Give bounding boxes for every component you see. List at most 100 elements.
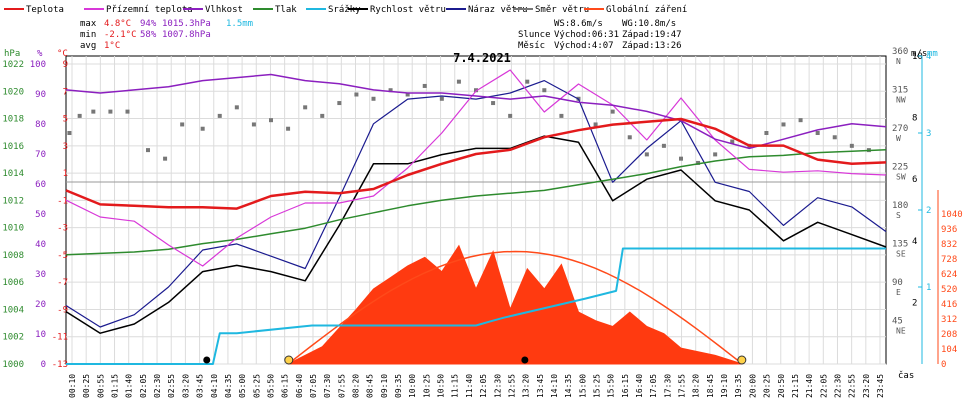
- legend-label: Směr větru: [535, 5, 589, 15]
- wind-direction-point: [146, 148, 150, 153]
- dir-label: SE: [896, 250, 906, 259]
- x-tick: 08:45: [366, 374, 375, 398]
- wm2-tick: 312: [941, 315, 957, 325]
- wind-direction-point: [77, 113, 82, 118]
- wm2-tick: 1040: [941, 210, 963, 220]
- series-temperature: [65, 117, 887, 210]
- series-humidity: [65, 73, 887, 150]
- series-rain: [66, 247, 886, 365]
- sun-marker: [284, 355, 294, 365]
- wind-direction-point: [439, 96, 444, 101]
- x-tick: 09:35: [394, 374, 403, 398]
- x-tick: 10:50: [437, 374, 446, 398]
- wind-direction-point: [696, 160, 701, 165]
- wm2-tick: 416: [941, 300, 957, 310]
- temp-tick: -9: [57, 305, 68, 315]
- dir-label: E: [896, 288, 901, 297]
- pct-tick: 80: [35, 120, 46, 130]
- x-tick: 07:05: [309, 374, 318, 398]
- dir-tick: 270: [892, 124, 908, 134]
- dir-tick: 225: [892, 163, 908, 173]
- dir-tick: 90: [892, 278, 903, 288]
- chart-title: 7.4.2021: [453, 51, 511, 65]
- series-global-radiation: [287, 244, 743, 365]
- dir-label: W: [896, 134, 901, 143]
- x-tick: 01:15: [111, 374, 120, 398]
- hpa-tick: 1002: [2, 333, 24, 343]
- x-tick: 05:00: [238, 374, 247, 398]
- wind-direction-point: [371, 96, 376, 101]
- x-tick: 05:25: [252, 374, 261, 398]
- sun-marker: [737, 355, 747, 365]
- pct-unit: %: [37, 49, 43, 59]
- dir-label: S: [896, 211, 901, 220]
- hpa-tick: 1004: [2, 305, 24, 315]
- x-tick: 15:00: [578, 374, 587, 398]
- wind-direction-point: [180, 122, 185, 127]
- dir-tick: 315: [892, 86, 908, 96]
- temp-tick: 9: [63, 60, 68, 70]
- x-tick: 03:45: [196, 374, 205, 398]
- x-tick: 00:25: [82, 374, 91, 398]
- stats-temp: -2.1°C: [104, 30, 137, 40]
- x-tick: 17:30: [663, 374, 672, 398]
- wind-direction-point: [251, 122, 256, 127]
- x-tick: 02:55: [167, 374, 176, 398]
- hpa-tick: 1018: [2, 115, 24, 125]
- pct-tick: 0: [41, 360, 46, 370]
- mm-tick: 3: [926, 129, 931, 139]
- wind-direction-point: [320, 113, 325, 118]
- mm-unit: mm: [927, 49, 938, 59]
- stats-wind-gust: WG:10.8m/s: [622, 19, 676, 29]
- wind-direction-point: [542, 88, 547, 93]
- wind-direction-point: [303, 105, 308, 110]
- x-tick: 12:05: [479, 374, 488, 398]
- x-tick: 07:30: [323, 374, 332, 398]
- dir-tick: 180: [892, 201, 908, 211]
- ms-unit: m/s: [911, 49, 927, 59]
- temp-tick: -11: [52, 333, 68, 343]
- wind-direction-point: [422, 83, 427, 88]
- wind-direction-point: [354, 92, 359, 97]
- legend-label: Tlak: [275, 5, 297, 15]
- stats-rain: 1.5mm: [226, 19, 253, 29]
- hpa-tick: 1020: [2, 87, 24, 97]
- x-tick: 16:15: [621, 374, 630, 398]
- mm-tick: 1: [926, 283, 931, 293]
- x-tick: 02:30: [153, 374, 162, 398]
- x-tick: 15:50: [607, 374, 616, 398]
- wind-direction-point: [525, 79, 530, 84]
- x-tick: 14:35: [564, 374, 573, 398]
- x-tick: 09:10: [380, 374, 389, 398]
- x-tick: 11:15: [451, 374, 460, 398]
- temp-tick: 3: [63, 142, 68, 152]
- legend-label: Srážky: [328, 5, 361, 15]
- stats-label: avg: [80, 41, 96, 51]
- wind-direction-point: [661, 143, 666, 148]
- x-tick: 04:35: [224, 374, 233, 398]
- x-tick: 06:40: [295, 374, 304, 398]
- wind-direction-point: [200, 126, 205, 131]
- wm2-tick: 832: [941, 240, 957, 250]
- x-tick: 23:45: [876, 374, 885, 398]
- legend-label: Náraz větru: [468, 5, 528, 15]
- legend-label: Přízemní teplota: [106, 5, 193, 15]
- dir-label: N: [896, 57, 901, 66]
- hpa-tick: 1012: [2, 196, 24, 206]
- pct-tick: 10: [35, 330, 46, 340]
- wind-direction-point: [337, 101, 342, 106]
- stats-humidity: 94%: [140, 19, 157, 29]
- stats-label: max: [80, 19, 97, 29]
- wm2-tick: 624: [941, 270, 957, 280]
- x-tick: 06:15: [281, 374, 290, 398]
- legend-label: Rychlost větru: [370, 5, 446, 15]
- ms-tick: 6: [912, 175, 917, 185]
- stats-temp: 4.8°C: [104, 19, 131, 29]
- pct-tick: 70: [35, 150, 46, 160]
- pct-tick: 50: [35, 210, 46, 220]
- pct-tick: 40: [35, 240, 46, 250]
- wind-direction-point: [679, 156, 683, 161]
- wind-direction-point: [474, 88, 478, 93]
- x-tick: 12:30: [493, 374, 502, 398]
